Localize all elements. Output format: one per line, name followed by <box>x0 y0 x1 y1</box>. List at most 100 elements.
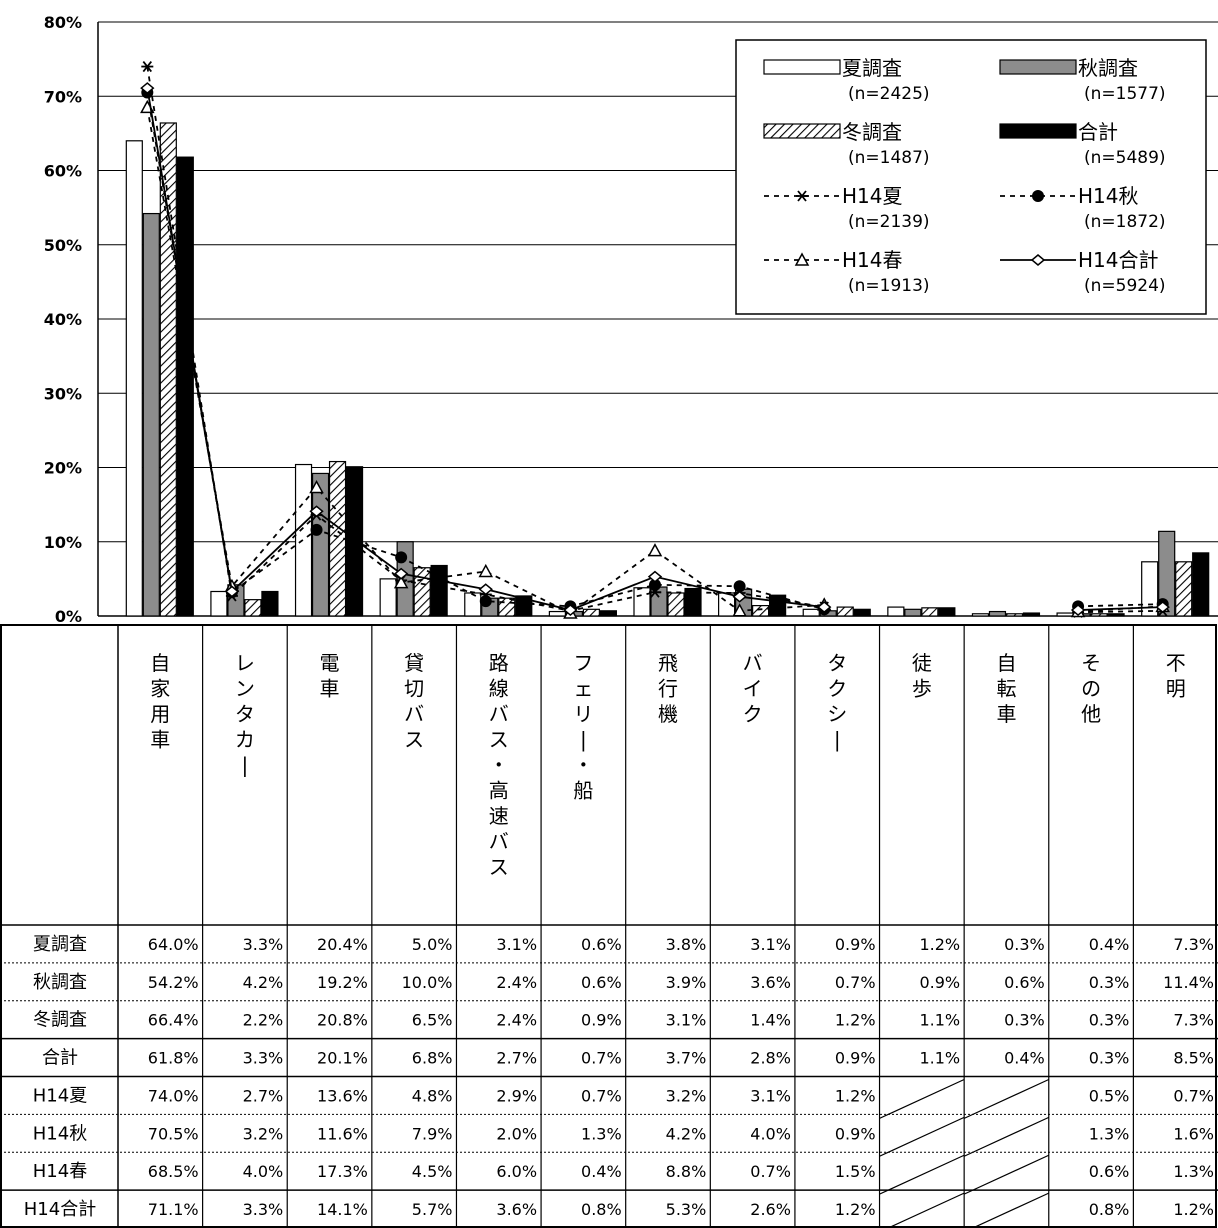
bar-夏調査-フェリー・船 <box>548 610 566 617</box>
table-cell: 70.5% <box>148 1124 199 1143</box>
bar-夏調査-貸切バス <box>379 578 397 617</box>
bar-合計-レンタカー <box>261 590 279 617</box>
table-cell: 0.9% <box>581 1011 622 1030</box>
table-cell: 0.9% <box>835 1124 876 1143</box>
table-cell: 0.4% <box>581 1162 622 1181</box>
table-cell: 3.2% <box>666 1086 707 1105</box>
bar-夏調査-飛行機 <box>633 587 651 617</box>
marker-H14合計-路線バス・高速バス <box>478 583 493 596</box>
table-cell: 1.3% <box>1089 1124 1130 1143</box>
table-cell: 4.0% <box>243 1162 284 1181</box>
empty-cell-slash <box>963 1116 1050 1157</box>
table-cell: 0.9% <box>919 973 960 992</box>
table-header-貸切バス: 貸切バス <box>404 651 424 752</box>
y-tick-label: 60% <box>44 162 82 181</box>
bar-冬調査-バイク <box>752 605 770 617</box>
table-cell: 2.7% <box>243 1086 284 1105</box>
table-row-label-H14夏: H14夏 <box>33 1085 87 1106</box>
table-cell: 0.3% <box>1089 1011 1130 1030</box>
marker-H14春-路線バス・高速バス <box>478 563 494 578</box>
table-cell: 3.9% <box>666 973 707 992</box>
table-cell: 1.2% <box>835 1011 876 1030</box>
legend-label-秋調査: 秋調査 <box>1078 56 1138 80</box>
bar-冬調査-徒歩 <box>921 607 939 617</box>
empty-cell-slash <box>879 1116 965 1157</box>
table-cell: 2.6% <box>750 1200 791 1219</box>
table-row-label-H14合計: H14合計 <box>24 1199 96 1220</box>
legend-n-夏調査: (n=2425) <box>848 84 930 104</box>
table-cell: 3.1% <box>750 1086 791 1105</box>
marker-H14春-バイク <box>732 603 747 617</box>
bar-冬調査-飛行機 <box>667 592 685 617</box>
bar-冬調査-路線バス・高速バス <box>498 597 516 617</box>
table-cell: 14.1% <box>317 1200 368 1219</box>
table-header-自家用車: 自家用車 <box>150 651 170 752</box>
bar-合計-その他 <box>1107 613 1125 617</box>
marker-H14秋-飛行機 <box>649 578 661 591</box>
legend-label-夏調査: 夏調査 <box>842 56 902 80</box>
legend-n-H14夏: (n=2139) <box>848 212 930 232</box>
table-row-label-秋調査: 秋調査 <box>33 972 87 993</box>
table-cell: 2.4% <box>496 1011 537 1030</box>
table-cell: 4.8% <box>412 1086 453 1105</box>
table-cell: 0.6% <box>1004 973 1045 992</box>
legend-n-H14合計: (n=5924) <box>1084 276 1166 296</box>
table-cell: 0.6% <box>1089 1162 1130 1181</box>
legend-marker-H14春 <box>794 252 810 266</box>
table-row-label-H14秋: H14秋 <box>33 1123 87 1144</box>
table-cell: 3.1% <box>666 1011 707 1030</box>
empty-cell-slash <box>963 1078 1050 1119</box>
empty-cell-slash <box>963 1154 1050 1195</box>
marker-H14合計-その他 <box>1070 604 1086 617</box>
line-H14春 <box>146 107 825 615</box>
legend-n-冬調査: (n=1487) <box>848 148 930 168</box>
table-cell: 5.3% <box>666 1200 707 1219</box>
table-cell: 3.1% <box>750 935 791 954</box>
table-cell: 61.8% <box>148 1049 199 1068</box>
table-cell: 66.4% <box>148 1011 199 1030</box>
marker-H14合計-飛行機 <box>647 570 663 583</box>
table-cell: 0.7% <box>1173 1086 1214 1105</box>
y-tick-label: 20% <box>44 459 82 478</box>
marker-H14夏-自家用車 <box>141 60 154 73</box>
bar-夏調査-レンタカー <box>210 590 228 617</box>
bar-秋調査-自転車 <box>988 610 1007 617</box>
table-cell: 0.7% <box>581 1049 622 1068</box>
table-cell: 0.3% <box>1004 935 1045 954</box>
table-cell: 0.8% <box>581 1200 622 1219</box>
legend-label-冬調査: 冬調査 <box>842 120 902 144</box>
bar-冬調査-不明 <box>1175 561 1193 617</box>
table-header-飛行機: 飛行機 <box>658 651 678 726</box>
table-cell: 0.8% <box>1089 1200 1130 1219</box>
table-cell: 3.1% <box>496 935 537 954</box>
legend-n-H14春: (n=1913) <box>848 276 930 296</box>
table-cell: 20.1% <box>317 1049 368 1068</box>
marker-H14秋-バイク <box>733 580 746 593</box>
table-cell: 10.0% <box>402 973 453 992</box>
table-cell: 3.3% <box>243 1200 284 1219</box>
table-cell: 1.4% <box>750 1011 791 1030</box>
table-row-label-夏調査: 夏調査 <box>33 934 87 955</box>
table-cell: 54.2% <box>148 973 199 992</box>
table-cell: 3.2% <box>243 1124 284 1143</box>
table-cell: 4.2% <box>666 1124 707 1143</box>
table-cell: 7.3% <box>1173 1011 1214 1030</box>
table-cell: 0.5% <box>1089 1086 1130 1105</box>
table-cell: 8.5% <box>1173 1049 1214 1068</box>
legend-n-H14秋: (n=1872) <box>1084 212 1166 232</box>
table-cell: 1.3% <box>581 1124 622 1143</box>
table-cell: 0.7% <box>581 1086 622 1105</box>
empty-cell-slash <box>879 1154 965 1195</box>
bar-冬調査-自転車 <box>1005 613 1024 617</box>
table-cell: 2.8% <box>750 1049 791 1068</box>
table-cell: 1.2% <box>835 1200 876 1219</box>
table-cell: 71.1% <box>148 1200 199 1219</box>
table-cell: 2.9% <box>496 1086 537 1105</box>
bar-冬調査-電車 <box>328 460 347 617</box>
table-cell: 3.7% <box>666 1049 707 1068</box>
bar-合計-フェリー・船 <box>599 610 617 617</box>
table-cell: 11.4% <box>1163 973 1214 992</box>
bar-冬調査-タクシー <box>836 606 854 617</box>
bar-夏調査-その他 <box>1056 612 1074 617</box>
legend-n-合計: (n=5489) <box>1084 148 1166 168</box>
